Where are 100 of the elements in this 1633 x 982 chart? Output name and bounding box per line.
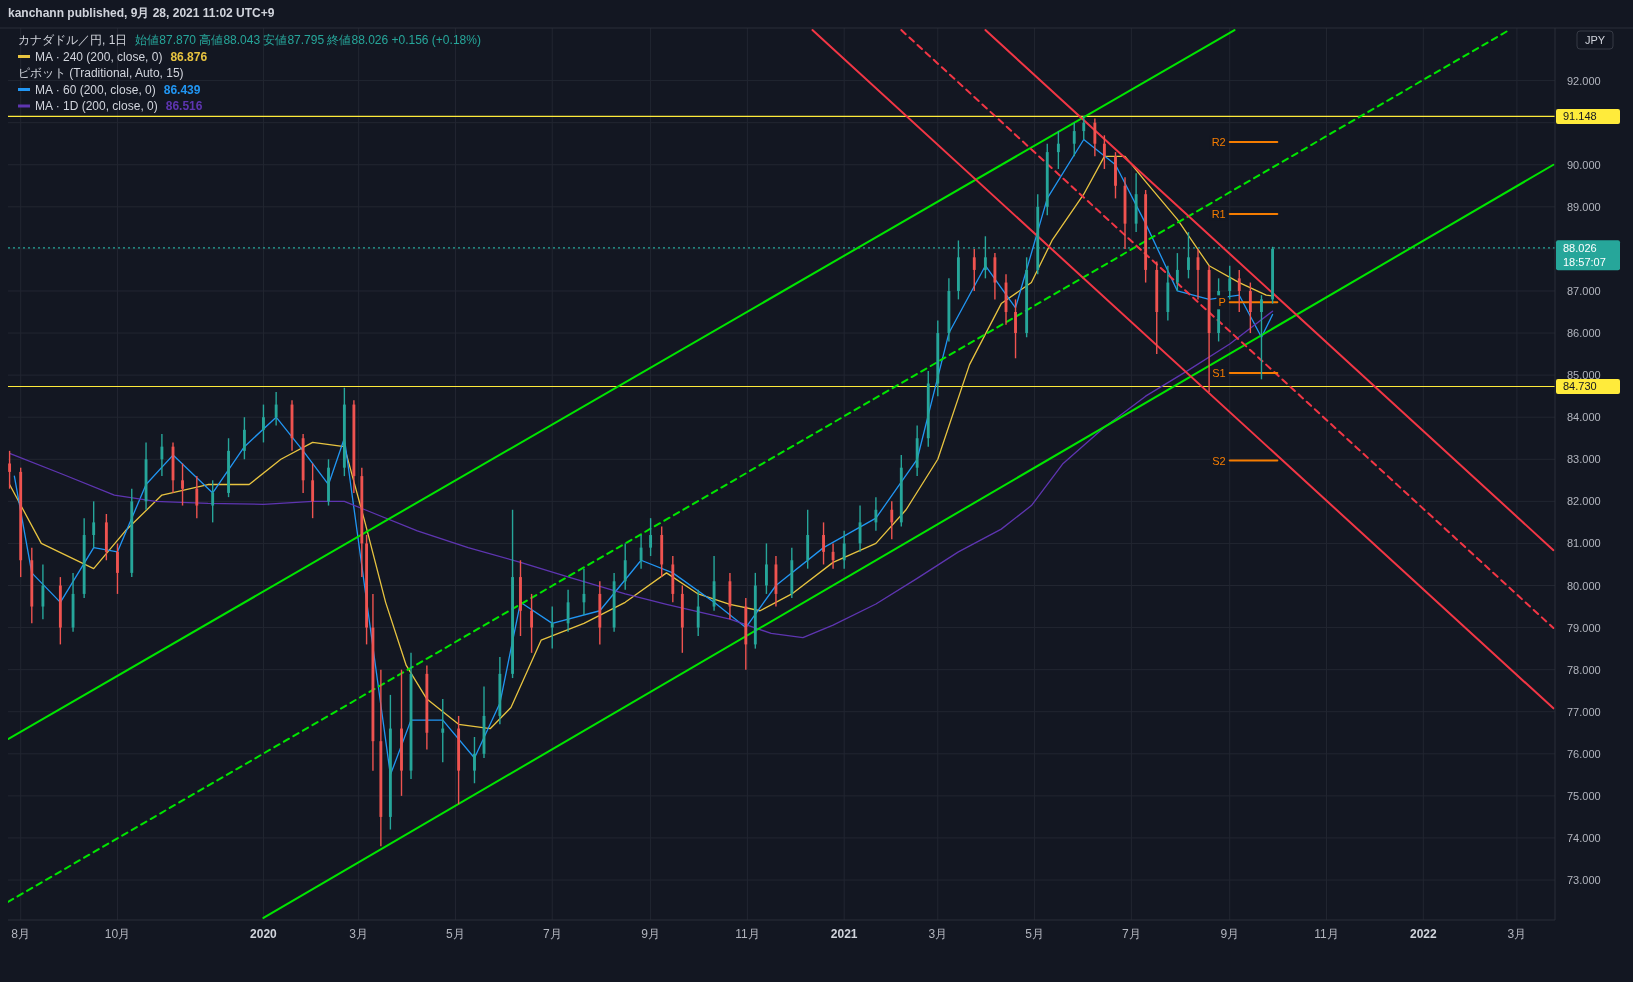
candlestick — [623, 542, 627, 591]
y-tick-label: 86.000 — [1567, 327, 1601, 340]
candlestick — [227, 437, 230, 498]
candlestick — [1175, 252, 1179, 292]
x-tick-label: 2022 — [1409, 927, 1437, 941]
candlestick — [327, 458, 330, 507]
text: 始値87.870 高値88.043 安値87.795 終値88.026 +0.156 (+0.18%) — [135, 33, 481, 47]
candlestick — [1102, 134, 1106, 170]
y-tick-label: 73.000 — [1567, 874, 1601, 887]
annotation: 86.876 — [170, 49, 208, 64]
x-tick-label: 7月 — [1122, 927, 1141, 941]
x-tick-label: 5月 — [446, 927, 465, 941]
text: カナダドル／円, 1日 — [18, 33, 128, 47]
candlestick — [365, 534, 369, 646]
candlestick — [181, 462, 184, 507]
candlestick — [511, 509, 514, 679]
candlestick — [116, 542, 119, 595]
candlestick — [874, 496, 878, 532]
y-tick-label: 90.000 — [1567, 158, 1601, 171]
x-tick-label: 11月 — [735, 927, 760, 941]
ref-line-label: 88.026 — [1563, 241, 1597, 254]
candlestick — [566, 589, 570, 633]
candlestick — [473, 736, 476, 784]
candlestick — [972, 248, 976, 292]
candlestick — [274, 391, 278, 427]
text: 18:57:07 — [1563, 255, 1606, 268]
candlestick — [8, 450, 12, 490]
candlestick — [211, 479, 215, 524]
x-tick-label: 9月 — [1220, 927, 1240, 941]
candlestick — [92, 500, 96, 549]
line-series — [8, 310, 1274, 639]
candlestick — [890, 500, 894, 540]
y-tick-label: 92.000 — [1567, 74, 1601, 87]
candlestick — [842, 530, 846, 570]
candlestick — [765, 542, 768, 595]
annotation: 86.516 — [165, 99, 203, 113]
candlestick — [550, 605, 554, 650]
series-label: R2 — [1211, 136, 1226, 149]
candlestick — [1248, 281, 1252, 334]
y-tick-label: 89.000 — [1567, 200, 1601, 213]
candlestick — [160, 433, 164, 477]
x-tick-label: 3月 — [1507, 927, 1527, 941]
candlestick — [1237, 269, 1241, 313]
x-tick-label: 2021 — [830, 927, 858, 941]
y-tick-label: 74.000 — [1567, 831, 1601, 844]
candlestick — [1093, 117, 1097, 158]
x-tick-label: 3月 — [349, 927, 368, 941]
series-label: S2 — [1212, 454, 1226, 467]
candlestick — [400, 668, 403, 797]
text: kanchann published, 9月 28, 2021 11:02 UTC+9 — [8, 6, 275, 20]
candlestick — [441, 698, 445, 763]
x-tick-label: 10月 — [104, 927, 131, 941]
y-tick-label: 75.000 — [1567, 789, 1601, 802]
candlestick — [311, 462, 315, 519]
candlestick — [1014, 298, 1017, 359]
candlestick — [1228, 265, 1232, 301]
candlestick — [242, 416, 246, 460]
y-tick-label: 83.000 — [1567, 453, 1601, 466]
series-label: S1 — [1212, 367, 1226, 380]
candlestick — [519, 559, 522, 637]
ref-line-label: 91.148 — [1563, 110, 1597, 123]
y-tick-label: 77.000 — [1567, 705, 1601, 718]
candlestick — [530, 593, 534, 654]
x-tick-label: 11月 — [1314, 927, 1339, 941]
candlestick — [649, 517, 653, 557]
legend-label: MA · 240 (200, close, 0) — [35, 49, 163, 64]
series-label: R1 — [1211, 207, 1226, 220]
candlestick — [1114, 151, 1117, 200]
x-tick-label: 7月 — [542, 927, 562, 941]
x-tick-label: 5月 — [1025, 927, 1044, 941]
legend-label: MA · 60 (200, close, 0) — [35, 82, 156, 97]
text: JPY — [1584, 34, 1606, 46]
candlestick — [195, 475, 199, 519]
y-tick-label: 87.000 — [1567, 284, 1601, 297]
legend-label: MA · 1D (200, close, 0) — [35, 99, 158, 113]
candlestick — [262, 403, 265, 444]
annotation: ピボット (Traditional, Auto, 15) — [18, 66, 184, 80]
candlestick — [1082, 115, 1086, 141]
ref-line-label: 84.730 — [1563, 380, 1597, 393]
y-tick-label: 78.000 — [1567, 663, 1601, 676]
y-tick-label: 76.000 — [1567, 747, 1601, 760]
candlestick — [696, 589, 700, 637]
candlestick — [41, 563, 45, 620]
y-tick-label: 80.000 — [1567, 579, 1601, 592]
series-label: P — [1218, 296, 1226, 309]
candlestick — [1056, 130, 1060, 170]
y-tick-label: 79.000 — [1567, 621, 1601, 634]
y-tick-label: 82.000 — [1567, 495, 1601, 508]
candlestick — [639, 534, 643, 570]
candlestick — [1260, 294, 1263, 381]
y-tick-label: 85.000 — [1567, 369, 1601, 382]
annotation: 86.439 — [163, 82, 201, 97]
y-tick-label: 81.000 — [1567, 537, 1601, 550]
x-tick-label: 8月 — [11, 927, 31, 941]
x-tick-label: 9月 — [641, 927, 660, 941]
x-tick-label: 3月 — [928, 927, 948, 941]
candlestick — [1072, 121, 1076, 158]
y-tick-label: 84.000 — [1567, 411, 1601, 424]
candlestick — [822, 521, 825, 566]
x-tick-label: 2020 — [250, 927, 278, 941]
